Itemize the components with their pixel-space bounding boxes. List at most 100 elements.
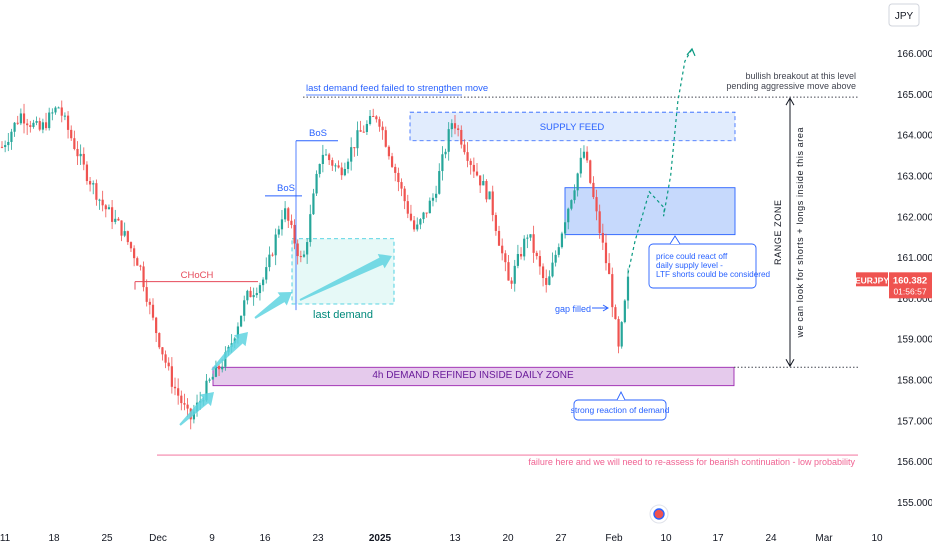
candle-body (579, 157, 582, 174)
bos1-label: BoS (277, 183, 295, 194)
failure-label: failure here and we will need to re-asse… (528, 457, 855, 467)
candle-body (384, 130, 387, 147)
scroll-icon-ring (653, 508, 665, 520)
candle-body (79, 153, 82, 157)
candle-body (114, 218, 117, 222)
candle-body (284, 208, 287, 220)
candle-body (7, 141, 10, 146)
y-tick-label: 161.000 (897, 253, 932, 264)
gap-filled-label: gap filled (555, 304, 591, 314)
price-axis[interactable]: 166.000 165.000 164.000 163.000 162.000 161.0… (855, 3, 932, 509)
candle-body (217, 365, 221, 370)
last-price-tag (889, 272, 932, 299)
candle-body (611, 274, 614, 308)
candle-body (526, 237, 529, 239)
candle-body (406, 201, 409, 214)
x-tick-label: 16 (259, 533, 271, 544)
candle-body (535, 252, 538, 257)
candle-body (350, 147, 353, 162)
range-arrow-head-bottom (785, 359, 795, 368)
candle-body (394, 166, 397, 173)
candle-body (425, 212, 428, 214)
candle-body (22, 113, 26, 124)
candle-body (541, 266, 545, 279)
candle-body (428, 200, 431, 214)
candle-body (48, 112, 51, 129)
zones (212, 111, 736, 387)
last-demand-label: last demand (313, 309, 373, 321)
candle-body (608, 263, 611, 275)
candle-body (151, 304, 155, 318)
candle-body (475, 171, 479, 176)
candle-body (76, 148, 79, 157)
candle-body (19, 113, 22, 124)
candle-body (523, 238, 526, 257)
demand-push-arrow (299, 253, 392, 301)
candle-body (340, 167, 343, 176)
candle-body (120, 220, 123, 236)
y-tick-label: 156.000 (897, 457, 932, 468)
candle-body (381, 126, 384, 131)
candle-body (221, 366, 224, 370)
candle-body (576, 173, 579, 191)
candle-body (460, 129, 463, 145)
candle-body (400, 182, 403, 189)
candle-body (516, 253, 519, 266)
y-tick-label: 160.000 (897, 294, 932, 305)
candle-body (10, 131, 13, 142)
gap-arrow-head (602, 304, 609, 312)
candle-body (560, 233, 564, 248)
candle-body (334, 165, 337, 167)
candle-body (158, 333, 161, 348)
candle-body (501, 245, 504, 254)
candle-body (412, 220, 416, 230)
candle-body (397, 172, 400, 183)
x-tick-label: Feb (605, 533, 623, 544)
candle-body (60, 107, 63, 116)
candle-body (623, 300, 626, 323)
y-tick-label: 159.000 (897, 335, 932, 346)
react-pointer (669, 235, 681, 245)
candle-body (133, 248, 136, 259)
x-tick-label: 23 (312, 533, 324, 544)
demand-push-arrow (254, 292, 292, 319)
candle-body (258, 285, 262, 294)
candle-body (70, 129, 73, 139)
candle-body (95, 183, 98, 200)
candle-body (4, 145, 7, 148)
candle-body (409, 213, 413, 221)
strong-reaction-label: strong reaction of demand (571, 405, 670, 415)
candle-body (13, 122, 16, 132)
candle-body (444, 151, 447, 155)
candle-body (557, 247, 560, 255)
candle-body (287, 208, 290, 221)
candle-body (211, 376, 214, 380)
candle-body (302, 254, 306, 257)
x-tick-label: 17 (712, 533, 724, 544)
last-price-label: 160.382 (893, 275, 927, 286)
time-axis[interactable]: 11 18 25 Dec 9 16 23 2025 13 20 27 Feb 10 17 24 Mar 10 (0, 504, 883, 544)
candle-body (368, 116, 372, 124)
candle-body (63, 115, 67, 117)
candle-body (111, 207, 114, 222)
candle-body (98, 199, 101, 201)
candle-body (488, 191, 491, 200)
candle-body (73, 138, 76, 149)
candle-body (243, 300, 246, 316)
candle-body (573, 190, 576, 201)
candle-body (343, 168, 346, 176)
currency-label: JPY (895, 11, 914, 22)
candle-body (457, 128, 460, 130)
candle-body (41, 122, 44, 130)
candle-body (107, 207, 111, 210)
candle-body (453, 123, 457, 129)
breakout-line: bullish breakout at this level (745, 71, 856, 81)
candle-body (567, 208, 570, 223)
candle-body (570, 200, 573, 209)
scroll-icon-dot (654, 509, 664, 519)
y-tick-label: 164.000 (897, 131, 932, 142)
x-tick-label: 10 (871, 533, 883, 544)
x-tick-label: 24 (765, 533, 777, 544)
candle-body (545, 278, 548, 285)
